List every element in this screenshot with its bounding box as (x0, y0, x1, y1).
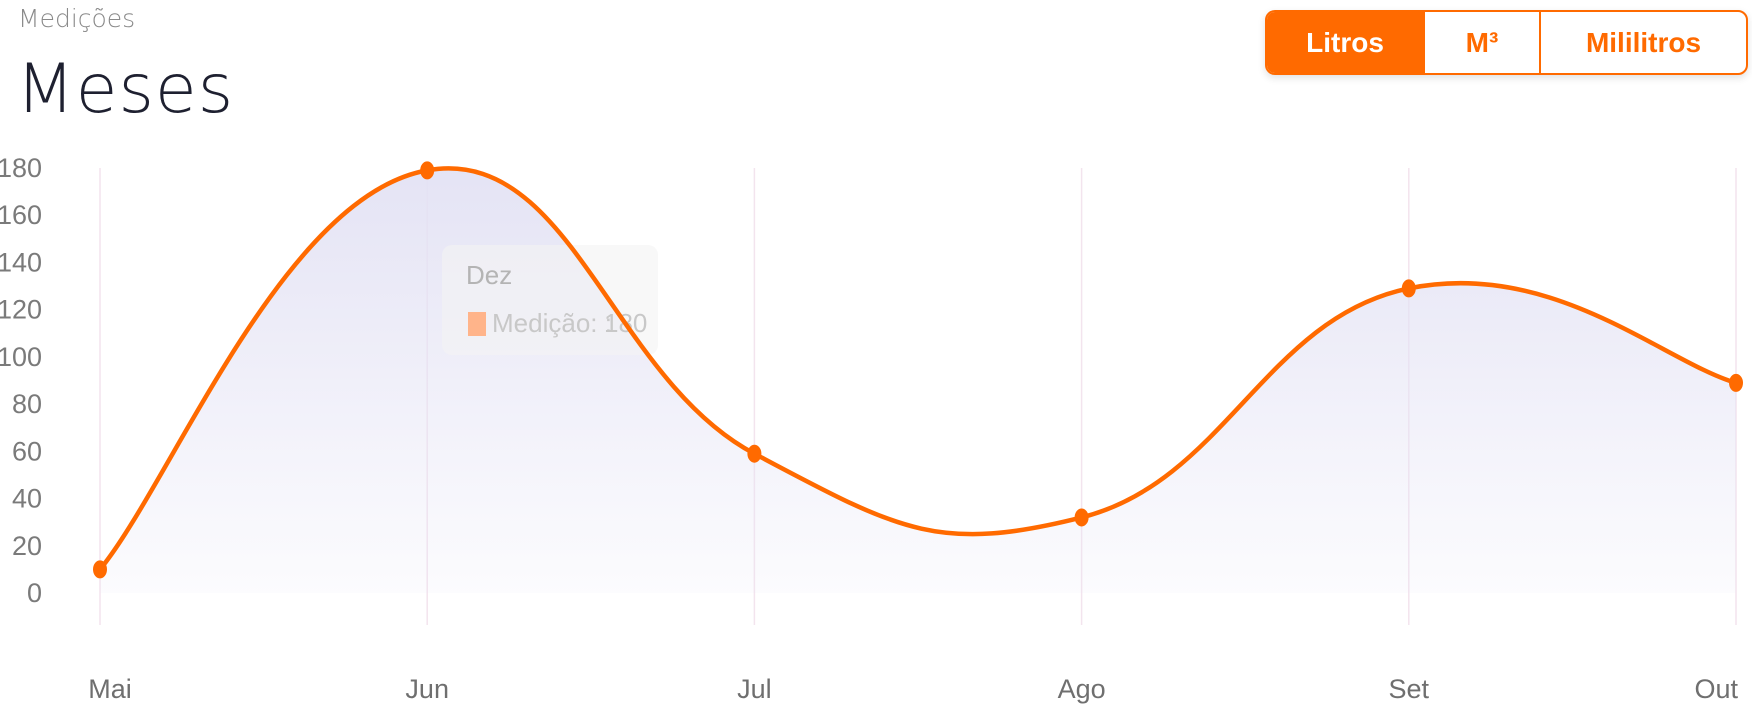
litros-button[interactable]: Litros (1267, 12, 1425, 73)
data-point[interactable] (1401, 279, 1416, 298)
y-axis: 0 20 40 60 80 100 120 140 160 180 (0, 153, 42, 608)
x-tick-label: Set (1389, 674, 1430, 704)
data-point[interactable] (747, 444, 762, 463)
y-tick-label: 160 (0, 200, 42, 230)
unit-toggle: Litros M³ Mililitros (1265, 10, 1748, 75)
m3-button[interactable]: M³ (1425, 12, 1541, 73)
y-tick-label: 20 (12, 531, 42, 561)
y-tick-label: 140 (0, 247, 42, 277)
chart-title: Meses (16, 50, 235, 129)
y-tick-label: 60 (12, 436, 42, 466)
tooltip: Dez Medição: : 180 (442, 245, 658, 355)
tooltip-title: Dez (466, 260, 512, 290)
tooltip-box (442, 245, 658, 355)
data-point[interactable] (1729, 373, 1743, 392)
data-point[interactable] (1074, 508, 1089, 527)
y-tick-label: 180 (0, 153, 42, 183)
x-tick-label: Jun (405, 674, 449, 704)
data-points (93, 161, 1743, 579)
y-tick-label: 80 (12, 389, 42, 419)
chart-subtitle: Medições (18, 4, 136, 33)
y-tick-label: 120 (0, 295, 42, 325)
x-axis: Mai Jun Jul Ago Set Out (88, 674, 1738, 704)
y-tick-label: 100 (0, 342, 42, 372)
x-tick-label: Out (1694, 674, 1738, 704)
x-tick-label: Jul (737, 674, 772, 704)
mililitros-button[interactable]: Mililitros (1585, 26, 1702, 58)
y-tick-label: 40 (12, 484, 42, 514)
x-tick-label: Mai (88, 674, 132, 704)
tooltip-swatch (468, 312, 486, 336)
y-tick-label: 0 (27, 578, 42, 608)
data-point[interactable] (420, 161, 435, 180)
tooltip-label: Medição: : (492, 308, 612, 338)
data-point[interactable] (93, 560, 107, 579)
series-line (98, 166, 1737, 571)
x-tick-label: Ago (1058, 674, 1106, 704)
